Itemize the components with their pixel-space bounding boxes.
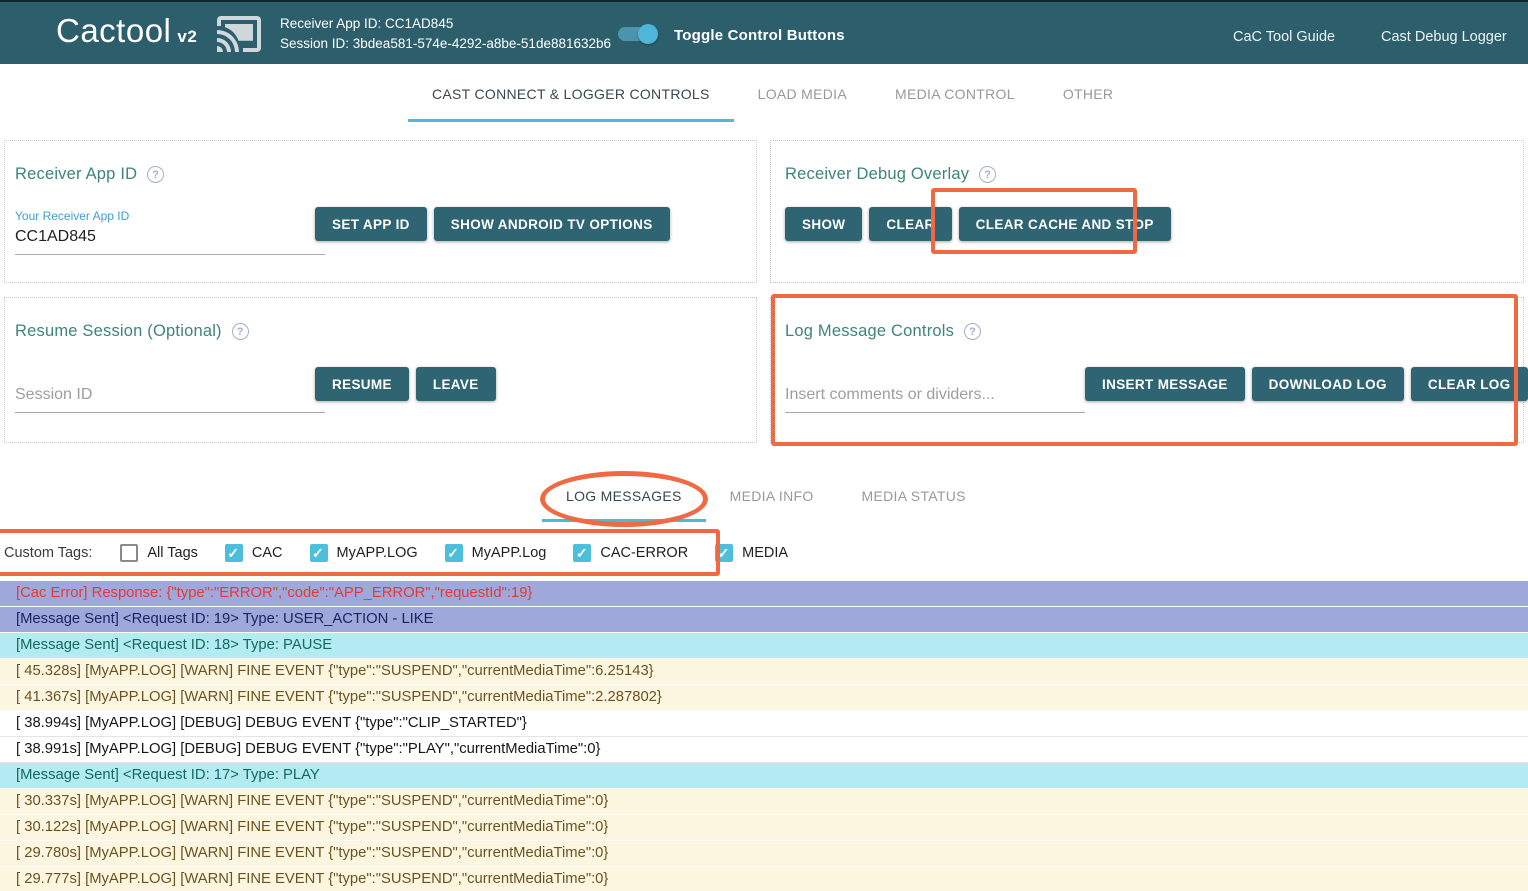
- custom-tags-row: Custom Tags: All Tags CAC MyAPP.LOG MyAP…: [0, 528, 1528, 578]
- session-info: Receiver App ID: CC1AD845 Session ID: 3b…: [280, 14, 611, 54]
- tab-load-media[interactable]: LOAD MEDIA: [734, 66, 871, 122]
- debug-overlay-buttons: SHOW CLEAR CLEAR CACHE AND STOP: [785, 207, 1171, 241]
- control-buttons-toggle[interactable]: [618, 24, 658, 44]
- panel-receiver-app-id: Receiver App ID? Your Receiver App ID SE…: [4, 140, 757, 283]
- tag-label: MyAPP.LOG: [336, 545, 418, 561]
- set-app-id-button[interactable]: SET APP ID: [315, 207, 427, 241]
- tab-label: MEDIA CONTROL: [895, 86, 1015, 102]
- receiver-app-id-field: Your Receiver App ID: [15, 209, 325, 255]
- app-version: v2: [177, 27, 198, 46]
- tab-media-info[interactable]: MEDIA INFO: [706, 469, 838, 522]
- session-id-text: Session ID: 3bdea581-574e-4292-a8be-51de…: [280, 36, 612, 51]
- panel-log-message-controls: Log Message Controls? INSERT MESSAGE DOW…: [770, 297, 1528, 443]
- tag-cac[interactable]: CAC: [224, 544, 283, 562]
- cac-tool-guide-link[interactable]: CaC Tool Guide: [1233, 29, 1336, 45]
- panel-title: Resume Session (Optional)?: [15, 322, 249, 341]
- tab-media-status[interactable]: MEDIA STATUS: [838, 469, 990, 522]
- active-tab-underline: [542, 519, 706, 522]
- cac-error-checkbox[interactable]: [573, 544, 592, 562]
- panel-resume-session: Resume Session (Optional)? RESUME LEAVE: [4, 297, 757, 443]
- log-row: [ 30.337s] [MyAPP.LOG] [WARN] FINE EVENT…: [0, 789, 1528, 815]
- log-message-list: [Cac Error] Response: {"type":"ERROR","c…: [0, 581, 1528, 891]
- panel-receiver-debug-overlay: Receiver Debug Overlay? SHOW CLEAR CLEAR…: [770, 140, 1524, 283]
- help-icon[interactable]: ?: [964, 323, 982, 340]
- help-icon[interactable]: ?: [147, 166, 165, 183]
- resume-button[interactable]: RESUME: [315, 367, 409, 401]
- all-tags-checkbox[interactable]: [120, 544, 139, 562]
- clear-cache-and-stop-button[interactable]: CLEAR CACHE AND STOP: [958, 207, 1171, 241]
- tag-checkbox-group: All Tags CAC MyAPP.LOG MyAPP.Log CAC-ERR…: [120, 544, 788, 562]
- media-checkbox[interactable]: [715, 544, 734, 562]
- myapp-log-upper-checkbox[interactable]: [309, 544, 328, 562]
- log-row: [Message Sent] <Request ID: 17> Type: PL…: [0, 763, 1528, 789]
- panel-title: Receiver Debug Overlay?: [785, 165, 997, 184]
- receiver-app-id-input[interactable]: [15, 226, 325, 255]
- cac-checkbox[interactable]: [224, 544, 243, 562]
- toggle-label: Toggle Control Buttons: [674, 27, 845, 44]
- tag-all-tags[interactable]: All Tags: [120, 544, 198, 562]
- log-tab-bar: LOG MESSAGES MEDIA INFO MEDIA STATUS: [542, 469, 990, 522]
- clear-overlay-button[interactable]: CLEAR: [869, 207, 952, 241]
- tab-label: LOAD MEDIA: [757, 86, 847, 102]
- panel-title: Receiver App ID?: [15, 165, 165, 184]
- log-row: [ 29.777s] [MyAPP.LOG] [WARN] FINE EVENT…: [0, 867, 1528, 891]
- log-control-buttons: INSERT MESSAGE DOWNLOAD LOG CLEAR LOG: [1085, 367, 1528, 401]
- log-comment-input[interactable]: [785, 384, 1085, 413]
- tag-cac-error[interactable]: CAC-ERROR: [573, 544, 688, 562]
- tag-label: CAC-ERROR: [600, 545, 689, 561]
- resume-session-buttons: RESUME LEAVE: [315, 367, 496, 401]
- tab-media-control[interactable]: MEDIA CONTROL: [871, 66, 1039, 122]
- log-comment-field: [785, 384, 1085, 413]
- insert-message-button[interactable]: INSERT MESSAGE: [1085, 367, 1245, 401]
- tab-label: MEDIA INFO: [729, 487, 814, 504]
- cast-icon: [217, 16, 261, 52]
- tab-log-messages[interactable]: LOG MESSAGES: [542, 469, 706, 522]
- show-android-tv-options-button[interactable]: SHOW ANDROID TV OPTIONS: [433, 207, 670, 241]
- toggle-knob: [638, 24, 658, 44]
- session-id-input[interactable]: [15, 384, 325, 413]
- log-row: [Message Sent] <Request ID: 18> Type: PA…: [0, 633, 1528, 659]
- app-header: Cactool v2 Receiver App ID: CC1AD845 Sess…: [0, 0, 1528, 64]
- show-overlay-button[interactable]: SHOW: [785, 207, 863, 241]
- tab-label: OTHER: [1062, 86, 1114, 102]
- receiver-app-id-text: Receiver App ID: CC1AD845: [280, 16, 454, 31]
- session-id-field: [15, 384, 325, 413]
- tag-label: CAC: [251, 545, 283, 561]
- log-row: [Cac Error] Response: {"type":"ERROR","c…: [0, 581, 1528, 607]
- tab-other[interactable]: OTHER: [1039, 66, 1138, 122]
- receiver-app-id-buttons: SET APP ID SHOW ANDROID TV OPTIONS: [315, 207, 670, 241]
- tab-label: LOG MESSAGES: [566, 487, 682, 504]
- app-title: Cactool v2: [56, 12, 198, 49]
- tab-label: CAST CONNECT & LOGGER CONTROLS: [432, 86, 710, 102]
- cast-debug-logger-link[interactable]: Cast Debug Logger: [1381, 29, 1507, 45]
- log-row: [ 29.780s] [MyAPP.LOG] [WARN] FINE EVENT…: [0, 841, 1528, 867]
- active-tab-underline: [408, 119, 734, 122]
- clear-log-button[interactable]: CLEAR LOG: [1410, 367, 1528, 401]
- tag-label: MyAPP.Log: [471, 545, 547, 561]
- main-tab-bar: CAST CONNECT & LOGGER CONTROLS LOAD MEDI…: [408, 66, 1137, 122]
- tag-myapp-log-upper[interactable]: MyAPP.LOG: [309, 544, 418, 562]
- download-log-button[interactable]: DOWNLOAD LOG: [1251, 367, 1404, 401]
- custom-tags-label: Custom Tags:: [4, 545, 93, 561]
- tab-cast-connect-logger-controls[interactable]: CAST CONNECT & LOGGER CONTROLS: [408, 66, 734, 122]
- field-label: Your Receiver App ID: [15, 209, 130, 223]
- myapp-log-mixed-checkbox[interactable]: [444, 544, 463, 562]
- tag-label: MEDIA: [742, 545, 789, 561]
- log-row: [Message Sent] <Request ID: 19> Type: US…: [0, 607, 1528, 633]
- help-icon[interactable]: ?: [231, 323, 249, 340]
- log-row: [ 45.328s] [MyAPP.LOG] [WARN] FINE EVENT…: [0, 659, 1528, 685]
- tag-myapp-log-mixed[interactable]: MyAPP.Log: [444, 544, 547, 562]
- leave-button[interactable]: LEAVE: [415, 367, 496, 401]
- tag-label: All Tags: [147, 545, 198, 561]
- log-row: [ 38.994s] [MyAPP.LOG] [DEBUG] DEBUG EVE…: [0, 711, 1528, 737]
- tag-media[interactable]: MEDIA: [715, 544, 788, 562]
- log-row: [ 38.991s] [MyAPP.LOG] [DEBUG] DEBUG EVE…: [0, 737, 1528, 763]
- help-icon[interactable]: ?: [979, 166, 997, 183]
- log-row: [ 30.122s] [MyAPP.LOG] [WARN] FINE EVENT…: [0, 815, 1528, 841]
- panel-title: Log Message Controls?: [785, 322, 982, 341]
- log-row: [ 41.367s] [MyAPP.LOG] [WARN] FINE EVENT…: [0, 685, 1528, 711]
- tab-label: MEDIA STATUS: [861, 487, 966, 504]
